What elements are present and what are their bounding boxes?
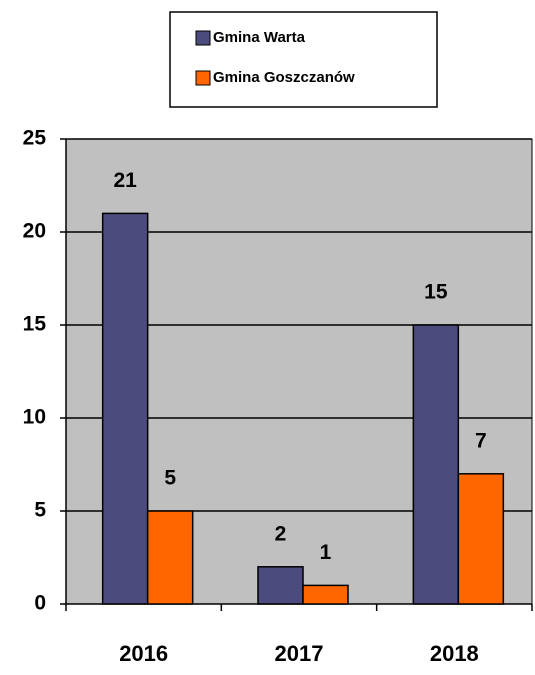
- bar: [457, 473, 505, 605]
- bar: [302, 584, 349, 605]
- legend-box: [169, 11, 438, 108]
- y-tick-label: 10: [23, 406, 46, 429]
- data-label: 1: [320, 541, 332, 564]
- bar: [257, 566, 304, 605]
- y-tick-label: 5: [34, 499, 46, 522]
- data-label: 21: [113, 169, 137, 192]
- bar: [146, 510, 194, 605]
- data-label: 7: [475, 429, 487, 452]
- y-tick-label: 0: [34, 592, 46, 615]
- legend-label: Gmina Goszczanów: [213, 69, 355, 86]
- data-label: 15: [424, 281, 448, 304]
- y-tick-label: 15: [23, 313, 47, 336]
- legend-swatch: [195, 30, 211, 46]
- x-tick-label: 2016: [119, 641, 168, 666]
- data-label: 5: [164, 467, 176, 490]
- bar: [412, 324, 460, 605]
- bar: [101, 212, 149, 605]
- x-tick-label: 2018: [430, 641, 479, 666]
- legend-swatch: [195, 70, 211, 86]
- y-tick-label: 20: [23, 220, 46, 243]
- x-tick-label: 2017: [275, 641, 324, 666]
- y-tick-label: 25: [23, 127, 47, 150]
- data-label: 2: [275, 522, 287, 545]
- legend-label: Gmina Warta: [213, 29, 306, 46]
